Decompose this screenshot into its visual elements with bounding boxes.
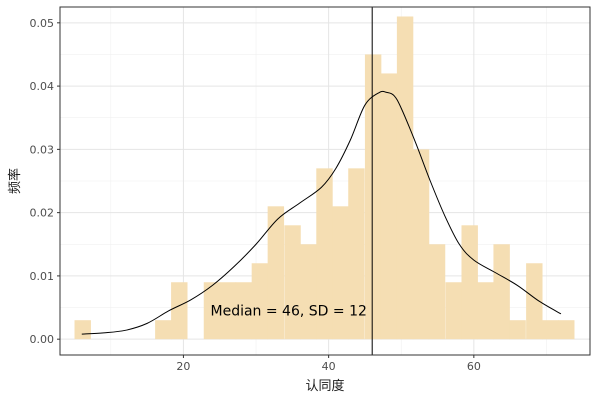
y-axis-ticks: 0.00 0.01 0.02 0.03 0.04 0.05 xyxy=(30,17,60,346)
histogram-bar xyxy=(74,320,91,340)
x-tick-label: 20 xyxy=(176,360,190,373)
histogram-bar xyxy=(380,73,398,340)
y-axis-title: 频率 xyxy=(7,168,23,194)
histogram-bar xyxy=(509,320,526,340)
histogram-bar xyxy=(203,282,221,340)
histogram-bar xyxy=(364,54,382,340)
plot-panel-border xyxy=(59,6,591,356)
histogram-bar xyxy=(477,282,494,340)
x-axis-ticks: 20 40 60 xyxy=(176,355,481,373)
histogram-bar xyxy=(251,263,269,340)
x-tick-label: 60 xyxy=(467,360,481,373)
histogram-bar xyxy=(396,16,414,340)
histogram-bar xyxy=(235,282,253,340)
y-tick-label: 0.03 xyxy=(30,143,55,156)
histogram-bar xyxy=(348,168,365,340)
histogram-bar xyxy=(461,225,478,340)
histogram-bar xyxy=(332,206,349,340)
y-tick-label: 0.00 xyxy=(30,333,55,346)
histogram-bar xyxy=(267,206,285,340)
histogram-bar xyxy=(493,244,510,340)
y-tick-label: 0.04 xyxy=(30,80,55,93)
histogram-bars xyxy=(74,16,575,340)
density-curve xyxy=(81,90,562,335)
histogram-bar xyxy=(558,320,575,340)
histogram-bar xyxy=(445,282,462,340)
chart-annotation: Median = 46, SD = 12 xyxy=(211,304,367,320)
histogram-bar xyxy=(316,168,333,340)
histogram-bar xyxy=(300,244,317,340)
histogram-bar xyxy=(542,320,559,340)
y-tick-label: 0.02 xyxy=(30,207,55,220)
x-tick-label: 40 xyxy=(322,360,336,373)
histogram-bar xyxy=(526,263,543,340)
histogram-bar xyxy=(412,149,430,340)
histogram-bar xyxy=(155,320,172,340)
histogram-bar xyxy=(171,282,188,340)
y-tick-label: 0.05 xyxy=(30,17,55,30)
histogram-bar xyxy=(219,282,237,340)
y-tick-label: 0.01 xyxy=(30,270,55,283)
histogram-bar xyxy=(428,244,446,340)
histogram-bar xyxy=(284,225,301,340)
density-curve-group xyxy=(81,90,562,335)
x-axis-title: 认同度 xyxy=(305,378,344,394)
